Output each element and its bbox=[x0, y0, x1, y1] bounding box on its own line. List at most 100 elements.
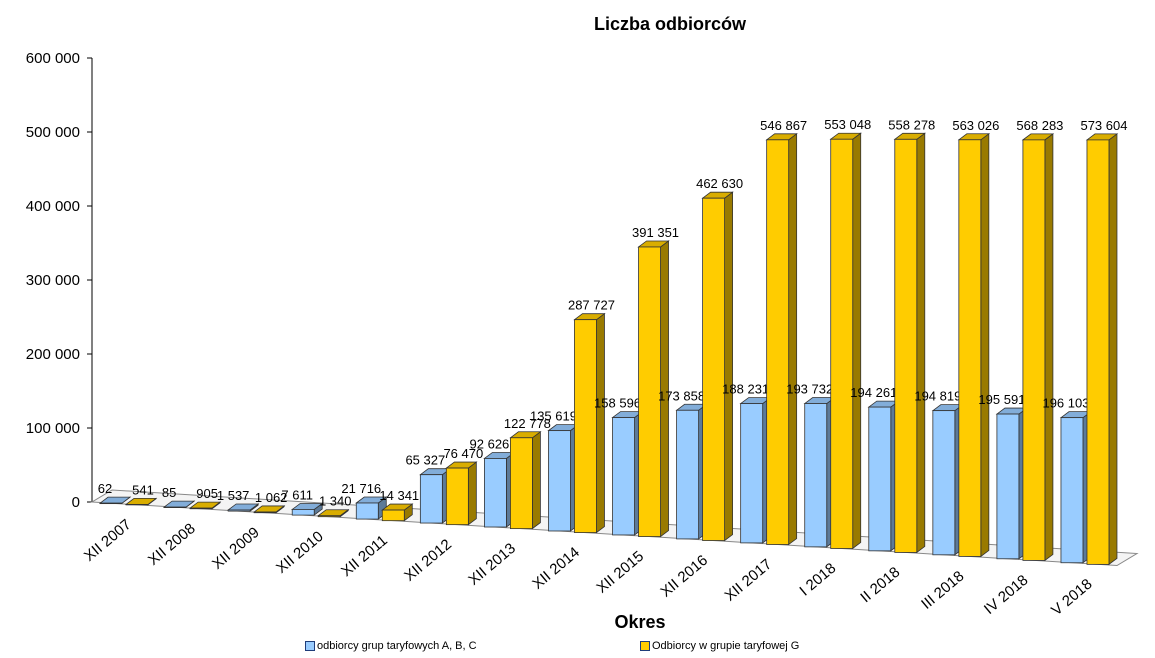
bar-g bbox=[766, 139, 790, 545]
y-tick-label: 500 000 bbox=[26, 124, 80, 141]
bar-g bbox=[702, 197, 725, 541]
bar-side bbox=[596, 312, 605, 534]
data-label: 1 537 bbox=[217, 488, 250, 503]
bar-side bbox=[724, 191, 733, 542]
bar-g bbox=[638, 246, 661, 537]
data-label: 21 716 bbox=[341, 481, 381, 496]
x-tick-label: XII 2009 bbox=[209, 524, 263, 573]
legend-item-series-2: Odbiorcy w grupie taryfowej G bbox=[640, 638, 799, 654]
y-tick-label: 400 000 bbox=[26, 198, 80, 215]
x-tick-label: XII 2016 bbox=[657, 552, 711, 601]
bar-g bbox=[253, 511, 277, 514]
bar-abc bbox=[996, 413, 1020, 560]
x-tick-label: XII 2015 bbox=[593, 548, 647, 597]
x-tick-label: XII 2011 bbox=[338, 532, 391, 580]
bar-abc bbox=[1060, 417, 1084, 564]
y-tick-label: 100 000 bbox=[26, 420, 80, 437]
data-label: 92 626 bbox=[470, 436, 510, 451]
data-label: 62 bbox=[98, 481, 112, 496]
data-label: 188 231 bbox=[722, 382, 769, 397]
bar-abc bbox=[612, 417, 635, 536]
data-label: 546 867 bbox=[760, 118, 807, 133]
data-label: 85 bbox=[162, 485, 176, 500]
data-label: 65 327 bbox=[405, 453, 445, 468]
x-tick-label: XII 2010 bbox=[273, 528, 327, 577]
legend-label-series-1: odbiorcy grup taryfowych A, B, C bbox=[317, 640, 477, 652]
bar-side bbox=[916, 132, 926, 554]
data-label: 568 283 bbox=[1016, 118, 1063, 133]
legend-label-series-2: Odbiorcy w grupie taryfowej G bbox=[652, 640, 800, 652]
x-tick-label: XII 2007 bbox=[81, 516, 135, 565]
bar-side bbox=[788, 133, 798, 546]
y-tick-label: 300 000 bbox=[26, 272, 80, 289]
bar-g bbox=[1022, 139, 1046, 561]
bar-g bbox=[958, 139, 982, 557]
y-tick-label: 0 bbox=[72, 494, 80, 511]
x-tick-label: II 2018 bbox=[857, 564, 903, 607]
x-axis-title: Okres bbox=[614, 612, 666, 632]
data-label: 287 727 bbox=[568, 298, 615, 313]
bar-abc bbox=[419, 474, 443, 524]
data-label: 135 619 bbox=[530, 409, 577, 424]
bar-g bbox=[574, 319, 597, 533]
x-tick-label: XII 2017 bbox=[721, 556, 775, 605]
bar-abc bbox=[740, 403, 764, 544]
data-label: 158 596 bbox=[594, 396, 641, 411]
legend-swatch-series-2 bbox=[640, 641, 650, 651]
bar-g bbox=[317, 515, 341, 518]
bar-side bbox=[852, 132, 862, 550]
data-label: 76 470 bbox=[443, 446, 483, 461]
data-label: 563 026 bbox=[952, 118, 999, 133]
data-label: 1 062 bbox=[255, 490, 288, 505]
bar-g bbox=[189, 507, 213, 510]
bar-g bbox=[510, 437, 533, 530]
bar-side bbox=[980, 132, 990, 558]
bar-abc bbox=[676, 409, 699, 540]
legend-swatch-series-1 bbox=[305, 641, 315, 651]
bar-abc bbox=[227, 509, 251, 512]
bar-g bbox=[381, 509, 405, 522]
data-label: 905 bbox=[196, 486, 218, 501]
data-label: 7 611 bbox=[281, 487, 313, 502]
data-label: 573 604 bbox=[1080, 118, 1127, 133]
bar-abc bbox=[484, 458, 507, 528]
bar-g bbox=[445, 467, 469, 526]
data-label: 391 351 bbox=[632, 225, 679, 240]
bar-side bbox=[532, 430, 541, 530]
data-label: 462 630 bbox=[696, 176, 743, 191]
y-tick-label: 200 000 bbox=[26, 346, 80, 363]
bar-g bbox=[125, 503, 149, 506]
data-label: 196 103 bbox=[1042, 396, 1089, 411]
bar-abc bbox=[548, 430, 571, 532]
x-tick-label: I 2018 bbox=[796, 560, 839, 600]
bar-side bbox=[1108, 133, 1118, 566]
data-label: 558 278 bbox=[888, 117, 935, 132]
data-label: 173 858 bbox=[658, 388, 705, 403]
bar-abc bbox=[868, 406, 892, 552]
data-label: 1 340 bbox=[319, 494, 352, 509]
data-label: 194 261 bbox=[850, 385, 897, 400]
x-tick-label: XII 2014 bbox=[529, 544, 583, 593]
y-tick-label: 600 000 bbox=[26, 50, 80, 67]
x-tick-label: XII 2013 bbox=[465, 540, 519, 589]
bar-g bbox=[894, 138, 918, 553]
bar-abc bbox=[163, 506, 187, 508]
data-label: 194 819 bbox=[914, 389, 961, 404]
data-label: 553 048 bbox=[824, 117, 871, 132]
data-label: 195 591 bbox=[978, 392, 1025, 407]
bar-side bbox=[467, 461, 477, 526]
chart-title: Liczba odbiorców bbox=[593, 14, 746, 34]
x-tick-label: XII 2008 bbox=[145, 520, 199, 569]
x-tick-label: XII 2012 bbox=[401, 536, 455, 585]
bar-side bbox=[1044, 133, 1054, 562]
bar-abc bbox=[804, 403, 828, 548]
bar-abc bbox=[355, 502, 379, 520]
bar-g bbox=[830, 138, 854, 549]
data-label: 14 341 bbox=[379, 488, 419, 503]
bar-g bbox=[1086, 139, 1110, 565]
x-tick-label: V 2018 bbox=[1048, 576, 1095, 620]
x-tick-label: IV 2018 bbox=[981, 572, 1032, 618]
data-label: 122 778 bbox=[504, 416, 551, 431]
data-label: 193 732 bbox=[786, 382, 833, 397]
